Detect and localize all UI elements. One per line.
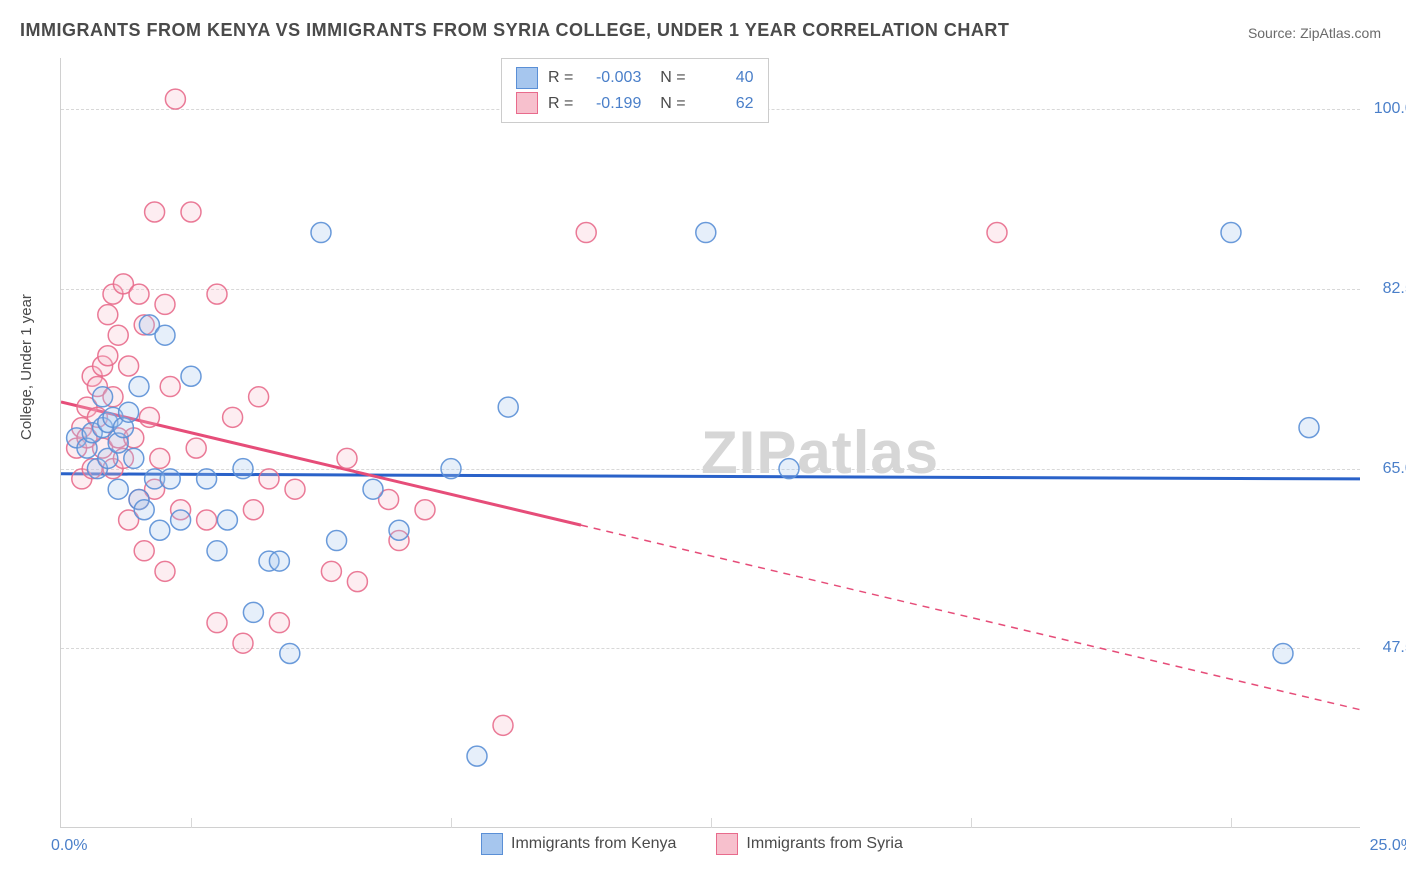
point-blue <box>93 387 113 407</box>
point-blue <box>498 397 518 417</box>
point-pink <box>150 448 170 468</box>
legend-series: Immigrants from Kenya Immigrants from Sy… <box>481 833 903 855</box>
ytick-label: 82.5% <box>1368 280 1406 298</box>
point-blue <box>441 459 461 479</box>
point-pink <box>108 325 128 345</box>
point-pink <box>285 479 305 499</box>
point-pink <box>181 202 201 222</box>
point-pink <box>207 284 227 304</box>
point-pink <box>139 407 159 427</box>
point-blue <box>150 520 170 540</box>
page-title: IMMIGRANTS FROM KENYA VS IMMIGRANTS FROM… <box>20 20 1009 41</box>
point-pink <box>415 500 435 520</box>
point-blue <box>160 469 180 489</box>
point-pink <box>337 448 357 468</box>
swatch-blue-bot <box>481 833 503 855</box>
swatch-pink <box>516 92 538 114</box>
point-blue <box>467 746 487 766</box>
legend-item-blue: Immigrants from Kenya <box>481 833 676 855</box>
point-pink <box>129 284 149 304</box>
legend-row-blue: R = -0.003 N = 40 <box>516 65 754 91</box>
point-pink <box>155 561 175 581</box>
xtick-max: 25.0% <box>1370 837 1406 855</box>
point-pink <box>98 346 118 366</box>
point-pink <box>347 572 367 592</box>
point-blue <box>1299 418 1319 438</box>
point-blue <box>129 377 149 397</box>
point-blue <box>269 551 289 571</box>
point-pink <box>134 541 154 561</box>
point-blue <box>134 500 154 520</box>
point-blue <box>1273 643 1293 663</box>
point-pink <box>576 223 596 243</box>
point-pink <box>233 633 253 653</box>
point-pink <box>186 438 206 458</box>
point-blue <box>389 520 409 540</box>
trend-line-dash-pink <box>581 525 1360 710</box>
point-blue <box>233 459 253 479</box>
point-blue <box>696 223 716 243</box>
point-blue <box>327 531 347 551</box>
point-pink <box>119 356 139 376</box>
ytick-label: 47.5% <box>1368 639 1406 657</box>
point-blue <box>1221 223 1241 243</box>
legend-stats: R = -0.003 N = 40 R = -0.199 N = 62 <box>501 58 769 123</box>
point-blue <box>363 479 383 499</box>
legend-label-pink: Immigrants from Syria <box>746 835 902 853</box>
point-blue <box>119 402 139 422</box>
point-blue <box>311 223 331 243</box>
point-blue <box>280 643 300 663</box>
point-pink <box>145 202 165 222</box>
chart-svg <box>61 58 1360 827</box>
point-blue <box>108 479 128 499</box>
point-pink <box>243 500 263 520</box>
point-pink <box>321 561 341 581</box>
point-pink <box>165 89 185 109</box>
swatch-pink-bot <box>716 833 738 855</box>
point-blue <box>155 325 175 345</box>
point-pink <box>269 613 289 633</box>
swatch-blue <box>516 67 538 89</box>
ytick-label: 100.0% <box>1368 100 1406 118</box>
point-pink <box>207 613 227 633</box>
y-axis-label: College, Under 1 year <box>18 294 35 440</box>
point-pink <box>223 407 243 427</box>
plot-area: ZIPatlas R = -0.003 N = 40 R = -0.199 N … <box>60 58 1360 828</box>
point-pink <box>987 223 1007 243</box>
xtick-min: 0.0% <box>51 837 87 855</box>
point-blue <box>197 469 217 489</box>
point-blue <box>217 510 237 530</box>
legend-label-blue: Immigrants from Kenya <box>511 835 676 853</box>
point-blue <box>171 510 191 530</box>
point-blue <box>207 541 227 561</box>
point-blue <box>243 602 263 622</box>
legend-row-pink: R = -0.199 N = 62 <box>516 91 754 117</box>
point-blue <box>124 448 144 468</box>
point-pink <box>197 510 217 530</box>
point-pink <box>249 387 269 407</box>
point-pink <box>259 469 279 489</box>
point-blue <box>181 366 201 386</box>
source-label: Source: ZipAtlas.com <box>1248 25 1381 41</box>
point-blue <box>779 459 799 479</box>
ytick-label: 65.0% <box>1368 460 1406 478</box>
point-pink <box>160 377 180 397</box>
trend-line-blue <box>61 474 1360 479</box>
point-pink <box>155 294 175 314</box>
point-pink <box>98 305 118 325</box>
point-pink <box>493 715 513 735</box>
legend-item-pink: Immigrants from Syria <box>716 833 902 855</box>
